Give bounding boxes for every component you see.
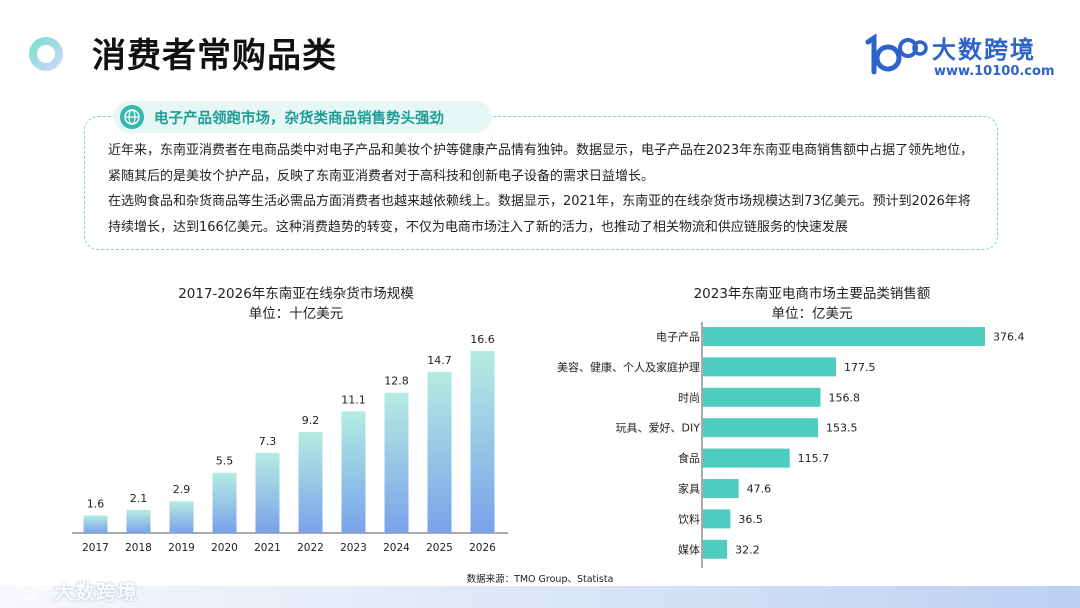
chart2-bar: [703, 357, 836, 377]
chart2-bar: [703, 448, 790, 468]
chart1-x-tick-label: 2023: [340, 542, 367, 554]
brand-logo: 大数跨境 www.10100.com: [862, 30, 1055, 82]
chart1-grocery-market-size: 1.6 2017 2.1 2018 2.9 2019 5.5 2020 7.3 2021 9.2 20…: [72, 333, 508, 554]
chart1-data-label: 2.1: [130, 492, 148, 505]
chart1-bar: [126, 509, 151, 533]
chart1-title: 2017-2026年东南亚在线杂货市场规模 单位：十亿美元: [116, 284, 476, 324]
chart1-data-label: 2.9: [173, 483, 191, 496]
chart1-x-tick-label: 2018: [125, 542, 152, 554]
chart1-bar: [212, 472, 237, 533]
chart1-x-tick-label: 2020: [211, 542, 238, 554]
callout-box: [84, 116, 998, 250]
chart1-title-text: 2017-2026年东南亚在线杂货市场规模: [178, 286, 414, 302]
chart2-category-label: 饮料: [678, 512, 700, 526]
chart1-data-label: 1.6: [87, 497, 105, 510]
chart2-data-label: 156.8: [828, 391, 860, 404]
data-source-note: 数据来源：TMO Group、Statista: [466, 574, 614, 585]
chart2-category-label: 美容、健康、个人及家庭护理: [557, 360, 700, 374]
chart1-bar: [341, 411, 366, 533]
chart1-x-tick-label: 2025: [426, 542, 453, 554]
chart1-bar: [470, 351, 495, 533]
chart2-bar: [703, 509, 731, 529]
watermark-logo-icon: [12, 574, 54, 602]
chart1-data-label: 12.8: [384, 375, 409, 388]
callout-heading: 电子产品领跑市场，杂货类商品销售势头强劲: [154, 111, 444, 127]
chart1-bar: [169, 501, 194, 533]
chart1-x-tick-label: 2021: [254, 542, 281, 554]
chart2-data-label: 47.6: [747, 483, 772, 496]
chart1-bar: [427, 371, 452, 533]
watermark: 大数跨境: [10, 572, 150, 606]
footer-band: [0, 586, 1080, 608]
chart2-bar: [703, 418, 819, 438]
chart2-category-label: 电子产品: [656, 330, 700, 344]
chart2-data-label: 32.2: [735, 543, 760, 556]
chart1-data-label: 5.5: [216, 455, 234, 468]
chart1-bar: [255, 452, 280, 533]
chart1-bar: [83, 515, 108, 533]
chart1-x-tick-label: 2019: [168, 542, 195, 554]
chart2-bar: [703, 539, 728, 559]
chart2-bar: [703, 479, 739, 498]
chart1-data-label: 14.7: [427, 354, 452, 367]
chart2-category-label: 家具: [678, 482, 700, 496]
chart1-x-tick-label: 2024: [383, 542, 410, 554]
brand-name: 大数跨境: [932, 36, 1036, 64]
chart1-data-label: 9.2: [302, 414, 320, 427]
chart1-subtitle: 单位：十亿美元: [248, 306, 344, 322]
globe-icon: [120, 105, 144, 129]
chart1-data-label: 11.1: [341, 393, 366, 406]
chart1-x-tick-label: 2022: [297, 542, 324, 554]
chart2-data-label: 177.5: [844, 361, 876, 374]
chart2-data-label: 153.5: [826, 422, 858, 435]
chart2-data-label: 115.7: [798, 452, 830, 465]
chart1-bar: [384, 392, 409, 533]
chart1-x-tick-label: 2026: [469, 542, 496, 554]
logo-mark-icon: [865, 33, 928, 75]
callout-paragraph-1: 近年来，东南亚消费者在电商品类中对电子产品和美妆个护等健康产品情有独钟。数据显示…: [108, 143, 974, 184]
chart1-data-label: 16.6: [470, 333, 495, 346]
chart2-data-label: 36.5: [738, 513, 763, 526]
chart2-category-label: 食品: [678, 451, 700, 465]
watermark-text: 大数跨境: [54, 580, 138, 604]
chart2-subtitle: 单位：亿美元: [771, 306, 853, 322]
chart2-category-label: 玩具、爱好、DIY: [616, 421, 701, 435]
chart2-category-sales: 376.4 电子产品 177.5 美容、健康、个人及家庭护理 156.8 时尚 153.5 玩…: [557, 322, 1025, 568]
chart2-bar: [703, 327, 985, 346]
chart2-data-label: 376.4: [993, 331, 1025, 344]
chart2-title-text: 2023年东南亚电商市场主要品类销售额: [693, 286, 931, 302]
chart1-x-tick-label: 2017: [82, 542, 109, 554]
decorative-ring-icon: [29, 37, 63, 71]
chart2-title: 2023年东南亚电商市场主要品类销售额 单位：亿美元: [632, 284, 992, 324]
brand-url: www.10100.com: [934, 64, 1055, 79]
chart2-bar: [703, 387, 821, 407]
chart2-category-label: 时尚: [678, 390, 700, 404]
chart1-data-label: 7.3: [259, 435, 277, 448]
page-title: 消费者常购品类: [92, 36, 337, 76]
chart2-category-label: 媒体: [678, 542, 700, 556]
callout-paragraph-2: 在选购食品和杂货商品等生活必需品方面消费者也越来越依赖线上。数据显示，2021年…: [108, 194, 971, 235]
callout-heading-pill: 电子产品领跑市场，杂货类商品销售势头强劲: [114, 101, 492, 133]
chart1-bar: [298, 432, 323, 533]
